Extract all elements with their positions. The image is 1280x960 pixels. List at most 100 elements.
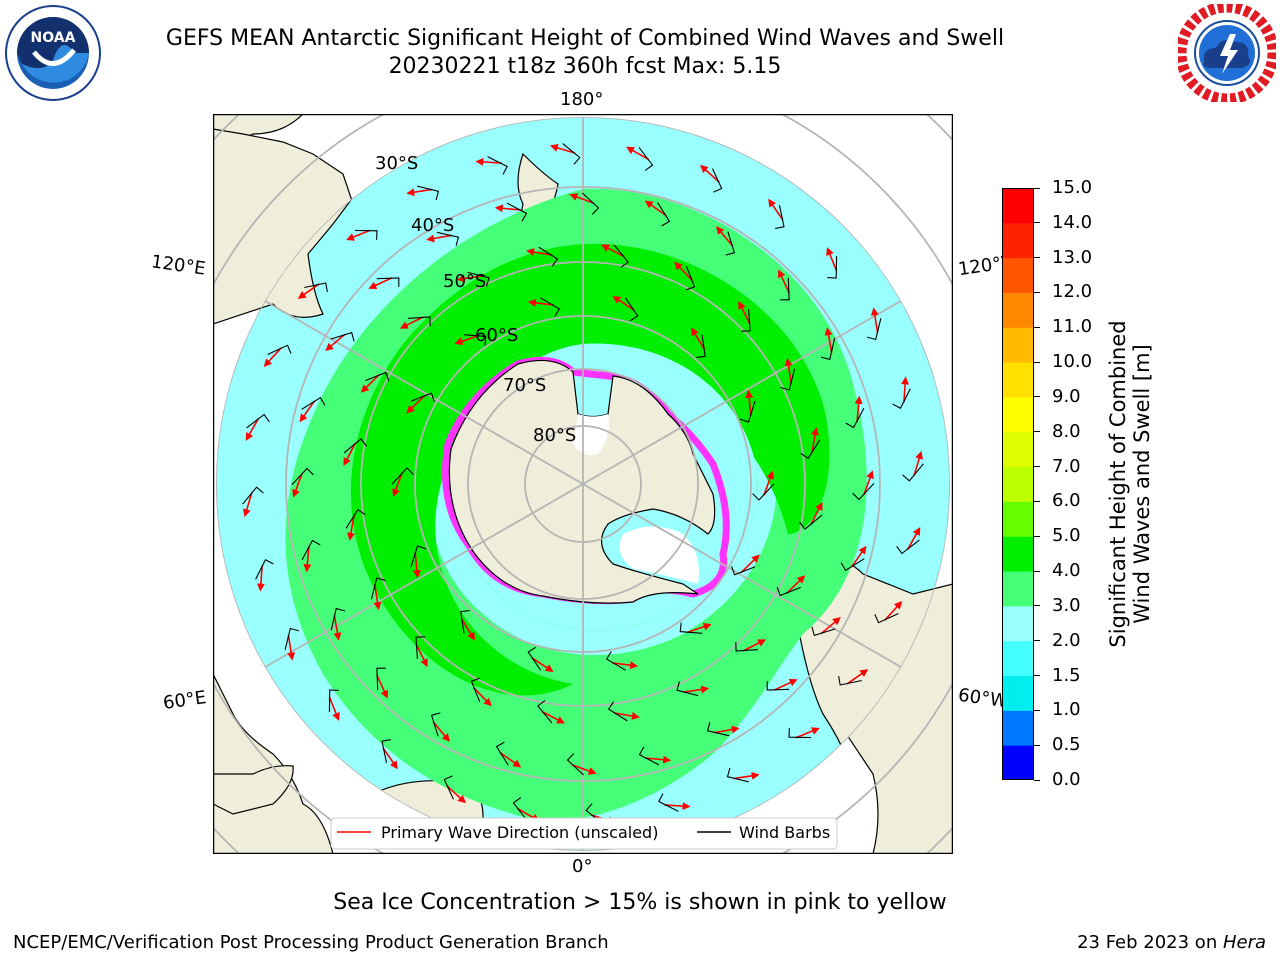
wind-barb bbox=[740, 308, 751, 332]
footer-host: Hera bbox=[1222, 932, 1266, 953]
wind-barb bbox=[780, 368, 796, 391]
wave-direction-arrow bbox=[373, 584, 382, 611]
wind-barb bbox=[775, 205, 785, 229]
wind-barb bbox=[354, 229, 378, 240]
wind-barb bbox=[838, 676, 862, 686]
wind-barb bbox=[827, 255, 838, 279]
colorbar-tick-mark bbox=[1034, 640, 1040, 642]
lat-label-60s: 60°S bbox=[475, 325, 518, 346]
wind-barb bbox=[436, 231, 460, 247]
wind-barb bbox=[800, 439, 821, 460]
wave-direction-arrow bbox=[742, 639, 767, 652]
wind-barb bbox=[301, 539, 321, 561]
colorbar-segment bbox=[1002, 536, 1034, 572]
wind-barb bbox=[731, 566, 756, 576]
wave-direction-arrow bbox=[820, 617, 841, 635]
wave-direction-arrow bbox=[571, 764, 597, 775]
colorbar-tick-mark bbox=[1034, 291, 1040, 293]
noaa-logo: NOAA bbox=[5, 5, 101, 101]
wave-direction-arrow bbox=[541, 710, 565, 724]
wind-barb bbox=[624, 297, 639, 322]
wind-barb bbox=[685, 266, 696, 291]
colorbar-segment bbox=[1002, 466, 1034, 502]
colorbar-segment bbox=[1002, 745, 1034, 780]
colorbar-segment bbox=[1002, 222, 1034, 259]
colorbar-tick-mark bbox=[1034, 605, 1040, 607]
wind-barb bbox=[538, 246, 559, 267]
colorbar-tick-mark bbox=[1034, 744, 1040, 746]
wind-barb bbox=[657, 202, 671, 227]
wind-barb bbox=[799, 514, 823, 530]
wind-barb bbox=[866, 317, 882, 341]
wave-direction-arrow bbox=[256, 565, 265, 592]
wind-barb bbox=[766, 681, 790, 691]
wind-barb bbox=[527, 646, 542, 671]
wave-direction-arrow bbox=[368, 277, 393, 290]
wave-direction-arrow bbox=[645, 755, 672, 764]
colorbar-tick-label: 0.5 bbox=[1052, 734, 1081, 756]
wind-barb bbox=[658, 793, 679, 812]
sea-ice-caption: Sea Ice Concentration > 15% is shown in … bbox=[333, 890, 947, 915]
wave-direction-arrow bbox=[674, 261, 693, 281]
wave-direction-arrow bbox=[347, 515, 355, 541]
colorbar-tick-mark bbox=[1034, 257, 1040, 259]
wind-barb bbox=[811, 626, 836, 637]
colorbar-tick-label: 14.0 bbox=[1052, 211, 1093, 233]
colorbar-tick-label: 6.0 bbox=[1052, 490, 1081, 512]
wave-direction-arrow bbox=[713, 725, 740, 734]
wind-barb bbox=[460, 610, 470, 634]
wave-direction-arrow bbox=[569, 193, 595, 204]
wave-direction-arrow bbox=[740, 554, 760, 574]
colorbar-tick-label: 2.0 bbox=[1052, 629, 1081, 651]
wind-barb bbox=[246, 413, 270, 429]
noaa-logo-text: NOAA bbox=[31, 30, 76, 46]
wave-direction-arrow bbox=[700, 164, 720, 183]
wave-direction-arrow bbox=[382, 747, 398, 770]
legend: Primary Wave Direction (unscaled) Wind B… bbox=[330, 817, 838, 850]
wave-direction-arrow bbox=[426, 234, 453, 243]
wave-direction-arrow bbox=[683, 685, 710, 694]
wind-barb bbox=[370, 577, 386, 600]
wind-barb bbox=[582, 192, 600, 215]
wind-barb bbox=[467, 271, 490, 287]
footer-date: 23 Feb 2023 on Hera bbox=[1077, 932, 1266, 953]
wind-barb bbox=[416, 185, 440, 201]
wave-direction-arrow bbox=[854, 395, 863, 422]
nws-logo bbox=[1178, 4, 1276, 102]
wave-direction-arrow bbox=[626, 146, 650, 161]
colorbar-tick-label: 1.0 bbox=[1052, 699, 1081, 721]
colorbar-tick-label: 15.0 bbox=[1052, 177, 1093, 198]
colorbar-tick-label: 10.0 bbox=[1052, 351, 1093, 373]
colorbar-tick-mark bbox=[1034, 500, 1040, 502]
wind-barb bbox=[725, 231, 736, 256]
wind-barb bbox=[845, 407, 865, 429]
wave-direction-arrow bbox=[328, 696, 340, 721]
wave-direction-arrow bbox=[745, 389, 754, 416]
colorbar-tick-mark bbox=[1034, 709, 1040, 711]
wind-barb bbox=[284, 627, 300, 651]
wind-barb bbox=[430, 712, 441, 737]
wave-direction-arrow bbox=[473, 687, 492, 707]
wind-barb bbox=[376, 667, 386, 691]
wind-barb bbox=[706, 721, 730, 737]
wind-barb bbox=[566, 753, 584, 776]
wave-direction-arrow bbox=[263, 347, 282, 367]
wave-direction-arrow bbox=[863, 470, 874, 496]
lat-label-30s: 30°S bbox=[375, 153, 418, 174]
wind-barb bbox=[391, 467, 414, 485]
colorbar-segment bbox=[1002, 292, 1034, 328]
wave-direction-arrow bbox=[360, 374, 380, 393]
wave-direction-arrow bbox=[733, 771, 760, 780]
wind-barb bbox=[410, 392, 435, 402]
wave-direction-arrow bbox=[499, 751, 522, 768]
colorbar-tick-label: 12.0 bbox=[1052, 281, 1093, 303]
colorbar-tick-label: 13.0 bbox=[1052, 246, 1093, 268]
wind-barb bbox=[410, 545, 427, 568]
wind-barb bbox=[407, 316, 431, 327]
wave-direction-arrow bbox=[846, 669, 869, 685]
lon-label-120e: 120°E bbox=[149, 251, 207, 280]
wave-direction-arrow bbox=[691, 327, 706, 351]
wind-barb bbox=[739, 400, 756, 423]
colorbar-tick-mark bbox=[1034, 361, 1040, 363]
wave-direction-arrow bbox=[333, 614, 342, 641]
